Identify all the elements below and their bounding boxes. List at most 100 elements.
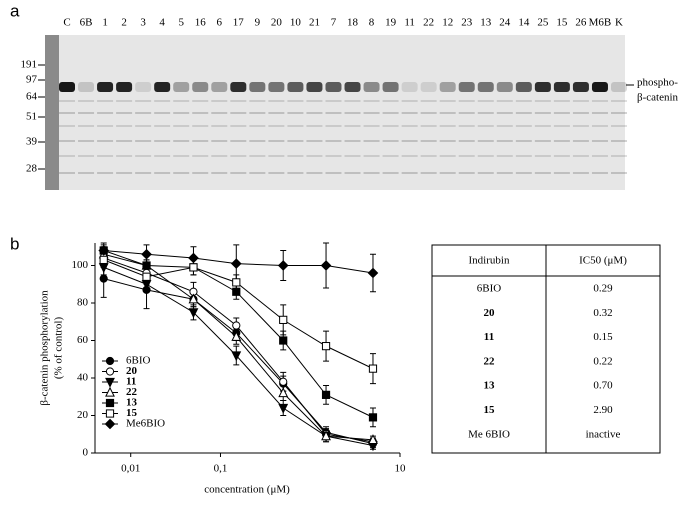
band xyxy=(173,125,190,127)
band xyxy=(268,82,285,92)
band xyxy=(477,172,494,174)
band xyxy=(420,155,437,157)
band xyxy=(154,112,171,114)
data-point xyxy=(368,364,378,373)
data-point xyxy=(188,308,199,319)
data-point xyxy=(367,267,379,279)
band xyxy=(458,112,475,114)
band xyxy=(458,140,475,142)
band xyxy=(268,112,285,114)
band xyxy=(611,125,627,127)
band xyxy=(249,125,266,127)
band xyxy=(325,155,342,157)
data-point xyxy=(231,331,242,341)
lane-label: 14 xyxy=(518,17,530,29)
band xyxy=(515,125,532,127)
band xyxy=(211,112,228,114)
band xyxy=(611,112,627,114)
band xyxy=(325,100,342,102)
band xyxy=(496,140,513,142)
y-tick-label: 20 xyxy=(77,409,89,421)
lane-label: 19 xyxy=(385,17,397,29)
table-cell: 20 xyxy=(484,307,496,319)
band xyxy=(401,125,418,127)
band xyxy=(363,82,380,92)
band xyxy=(230,125,247,127)
band xyxy=(325,112,342,114)
band xyxy=(97,140,114,142)
band xyxy=(344,140,361,142)
band xyxy=(97,82,114,92)
band xyxy=(515,155,532,157)
legend-label: 6BIO xyxy=(126,355,151,367)
band xyxy=(59,125,75,127)
band xyxy=(306,140,323,142)
band xyxy=(78,125,95,127)
band xyxy=(306,82,323,92)
band xyxy=(97,172,114,174)
band xyxy=(268,125,285,127)
data-point xyxy=(189,263,198,272)
band xyxy=(344,172,361,174)
band xyxy=(439,100,456,102)
band xyxy=(496,82,513,92)
band xyxy=(382,125,399,127)
band xyxy=(515,172,532,174)
data-point xyxy=(98,245,110,256)
band xyxy=(344,100,361,102)
lane-label: 16 xyxy=(195,17,207,29)
band xyxy=(306,172,323,174)
band xyxy=(116,82,133,92)
table-cell: 2.90 xyxy=(593,404,613,416)
lane-label: 13 xyxy=(480,17,492,29)
band xyxy=(154,100,171,102)
band xyxy=(287,125,304,127)
legend-label: 11 xyxy=(126,376,136,388)
table-header: IC50 (μM) xyxy=(579,255,627,267)
lane-label: 10 xyxy=(290,17,302,29)
band xyxy=(211,100,228,102)
band xyxy=(611,82,627,92)
band xyxy=(249,140,266,142)
data-point xyxy=(320,260,332,271)
y-axis-label: (% of control) xyxy=(53,317,65,380)
marker-label: 191 xyxy=(21,59,38,71)
band xyxy=(344,82,361,92)
band xyxy=(477,112,494,114)
band xyxy=(553,155,570,157)
band xyxy=(382,100,399,102)
band xyxy=(192,125,209,127)
band xyxy=(173,155,190,157)
band xyxy=(553,100,570,102)
band xyxy=(496,112,513,114)
table-cell: 11 xyxy=(484,331,494,343)
band xyxy=(116,140,133,142)
data-point xyxy=(188,252,199,264)
band xyxy=(135,140,152,142)
data-point xyxy=(230,258,242,269)
band xyxy=(78,100,95,102)
panel-label: a xyxy=(10,1,20,20)
band xyxy=(458,100,475,102)
table-cell: Me 6BIO xyxy=(468,428,510,440)
data-point xyxy=(99,274,108,283)
lane-label: 22 xyxy=(423,17,434,29)
band xyxy=(135,125,152,127)
marker-label: 39 xyxy=(26,136,38,148)
table-cell: 13 xyxy=(484,380,496,392)
legend-marker xyxy=(105,398,115,408)
band xyxy=(249,112,266,114)
band xyxy=(135,82,152,92)
band xyxy=(78,172,95,174)
band xyxy=(135,100,152,102)
legend-marker xyxy=(105,367,115,376)
band xyxy=(325,125,342,127)
table-cell: inactive xyxy=(586,428,621,440)
band xyxy=(382,172,399,174)
band xyxy=(382,82,399,92)
band xyxy=(401,155,418,157)
band xyxy=(439,82,456,92)
table-cell: 0.22 xyxy=(593,355,612,367)
band xyxy=(287,140,304,142)
marker-label: 28 xyxy=(26,163,38,175)
